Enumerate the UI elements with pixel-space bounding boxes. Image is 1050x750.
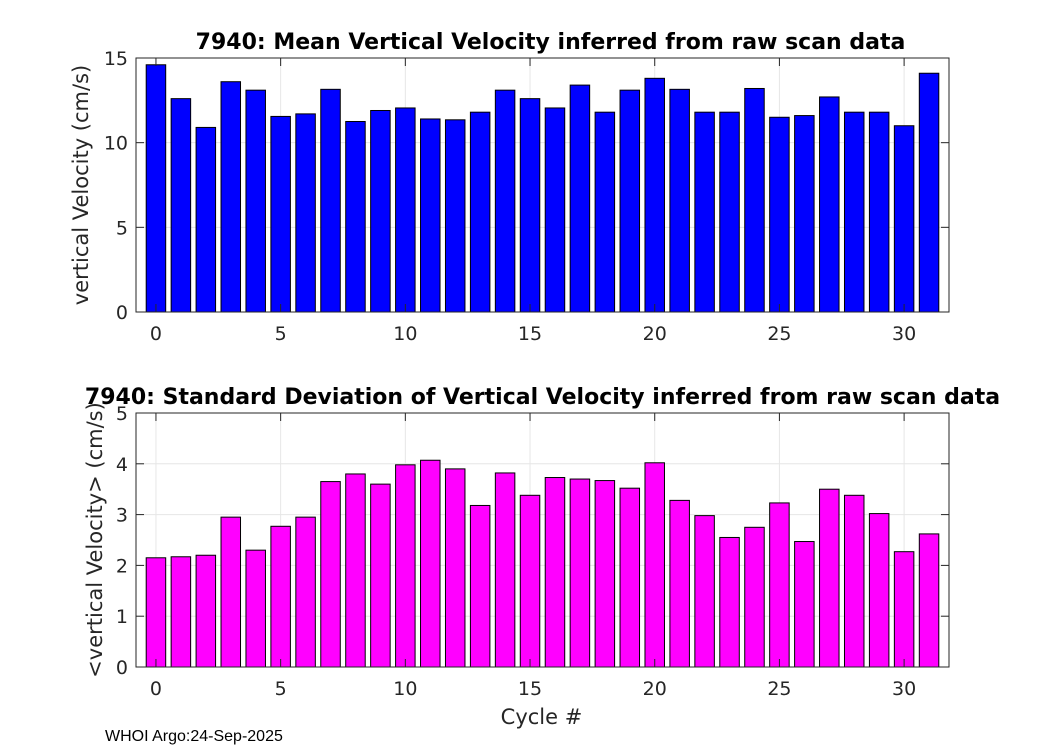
mean-bar — [893, 125, 915, 313]
mean-x-tick-label: 25 — [767, 323, 791, 345]
mean-bar — [469, 111, 491, 313]
std-bar — [719, 536, 740, 668]
std-bar — [868, 513, 890, 668]
std-bar — [170, 556, 192, 668]
mean-bar — [918, 72, 940, 313]
std-bar — [694, 515, 715, 668]
std-bar — [619, 487, 641, 668]
mean-velocity-chart: 0 5 10 15 20 25 30 0 5 10 15 7940: Mean Vertical Ve… — [69, 30, 950, 345]
mean-bar — [145, 64, 167, 313]
std-bar — [245, 549, 266, 668]
mean-bar — [843, 111, 865, 313]
mean-bar — [444, 119, 466, 313]
std-bar — [669, 499, 690, 668]
mean-bar — [819, 96, 840, 313]
std-axes-box — [135, 412, 950, 668]
mean-bar — [794, 115, 815, 313]
std-bar — [444, 468, 466, 668]
std-bar — [544, 477, 566, 668]
mean-bar — [220, 81, 242, 313]
mean-bar — [744, 87, 765, 313]
mean-bar — [868, 111, 890, 313]
std-bar — [469, 504, 491, 668]
std-bar — [145, 557, 167, 668]
std-y-tick-label: 4 — [116, 454, 128, 476]
std-y-tick-label: 1 — [116, 606, 128, 628]
mean-x-tick-label: 5 — [275, 323, 287, 345]
mean-bar — [669, 88, 690, 313]
std-bar — [295, 516, 316, 668]
mean-y-tick-label: 15 — [104, 48, 128, 70]
mean-bar — [195, 126, 217, 313]
mean-bar — [320, 88, 341, 313]
std-y-axis-label: <vertical Velocity> (cm/s) — [83, 402, 107, 678]
mean-bar — [519, 98, 541, 313]
std-bar — [270, 525, 291, 668]
std-bar — [220, 516, 242, 668]
std-bar — [769, 502, 790, 668]
mean-y-tick-label: 0 — [116, 302, 128, 324]
std-bar — [843, 494, 865, 668]
std-bar — [320, 481, 341, 668]
std-bar — [569, 478, 591, 668]
mean-bar — [569, 84, 591, 313]
mean-bar — [245, 89, 266, 313]
std-x-tick-label: 10 — [393, 678, 417, 700]
std-bar — [195, 554, 217, 668]
mean-x-tick-label: 30 — [892, 323, 916, 345]
std-bar — [395, 464, 416, 668]
mean-bar — [619, 89, 641, 313]
std-bar — [494, 472, 516, 668]
footer-stamp: WHOI Argo:24-Sep-2025 — [105, 728, 283, 745]
std-bar — [519, 494, 541, 668]
std-x-tick-label: 5 — [275, 678, 287, 700]
std-bar — [594, 480, 616, 668]
mean-bar — [170, 98, 192, 313]
std-bar — [819, 488, 840, 668]
mean-y-axis-label: vertical Velocity (cm/s) — [69, 65, 93, 305]
std-chart-title: 7940: Standard Deviation of Vertical Vel… — [85, 385, 1000, 410]
std-y-tick-label: 0 — [116, 657, 128, 679]
std-y-tick-label: 5 — [116, 403, 128, 425]
mean-bar — [544, 107, 566, 313]
std-y-tick-label: 3 — [116, 505, 128, 527]
std-bar — [345, 473, 366, 668]
mean-bar — [345, 121, 366, 313]
mean-bar — [295, 113, 316, 313]
std-x-tick-label: 30 — [892, 678, 916, 700]
std-bar — [918, 533, 940, 668]
std-x-tick-label: 15 — [518, 678, 542, 700]
mean-bar — [420, 118, 441, 313]
mean-bar — [769, 116, 790, 313]
std-bar — [893, 551, 915, 668]
mean-x-tick-label: 20 — [643, 323, 667, 345]
mean-x-tick-label: 0 — [150, 323, 162, 345]
mean-y-tick-label: 10 — [104, 133, 128, 155]
std-y-tick-label: 2 — [116, 555, 128, 577]
std-x-tick-label: 0 — [150, 678, 162, 700]
mean-x-tick-label: 10 — [393, 323, 417, 345]
mean-bar — [370, 109, 391, 313]
std-bar — [794, 541, 815, 668]
std-bar — [744, 526, 765, 668]
mean-bar — [719, 111, 740, 313]
std-x-axis-label: Cycle # — [501, 705, 583, 729]
std-bar — [420, 459, 441, 668]
std-bar — [644, 462, 665, 668]
mean-bar — [644, 77, 665, 313]
mean-axes-box — [135, 57, 950, 313]
mean-bar — [395, 107, 416, 313]
mean-bar — [594, 111, 616, 313]
mean-bar — [494, 89, 516, 313]
mean-bar — [694, 111, 715, 313]
mean-y-tick-label: 5 — [116, 217, 128, 239]
std-x-tick-label: 20 — [643, 678, 667, 700]
std-bar — [370, 483, 391, 668]
std-x-tick-label: 25 — [767, 678, 791, 700]
mean-bar — [270, 115, 291, 313]
mean-x-tick-label: 15 — [518, 323, 542, 345]
mean-chart-title: 7940: Mean Vertical Velocity inferred fr… — [196, 30, 906, 55]
